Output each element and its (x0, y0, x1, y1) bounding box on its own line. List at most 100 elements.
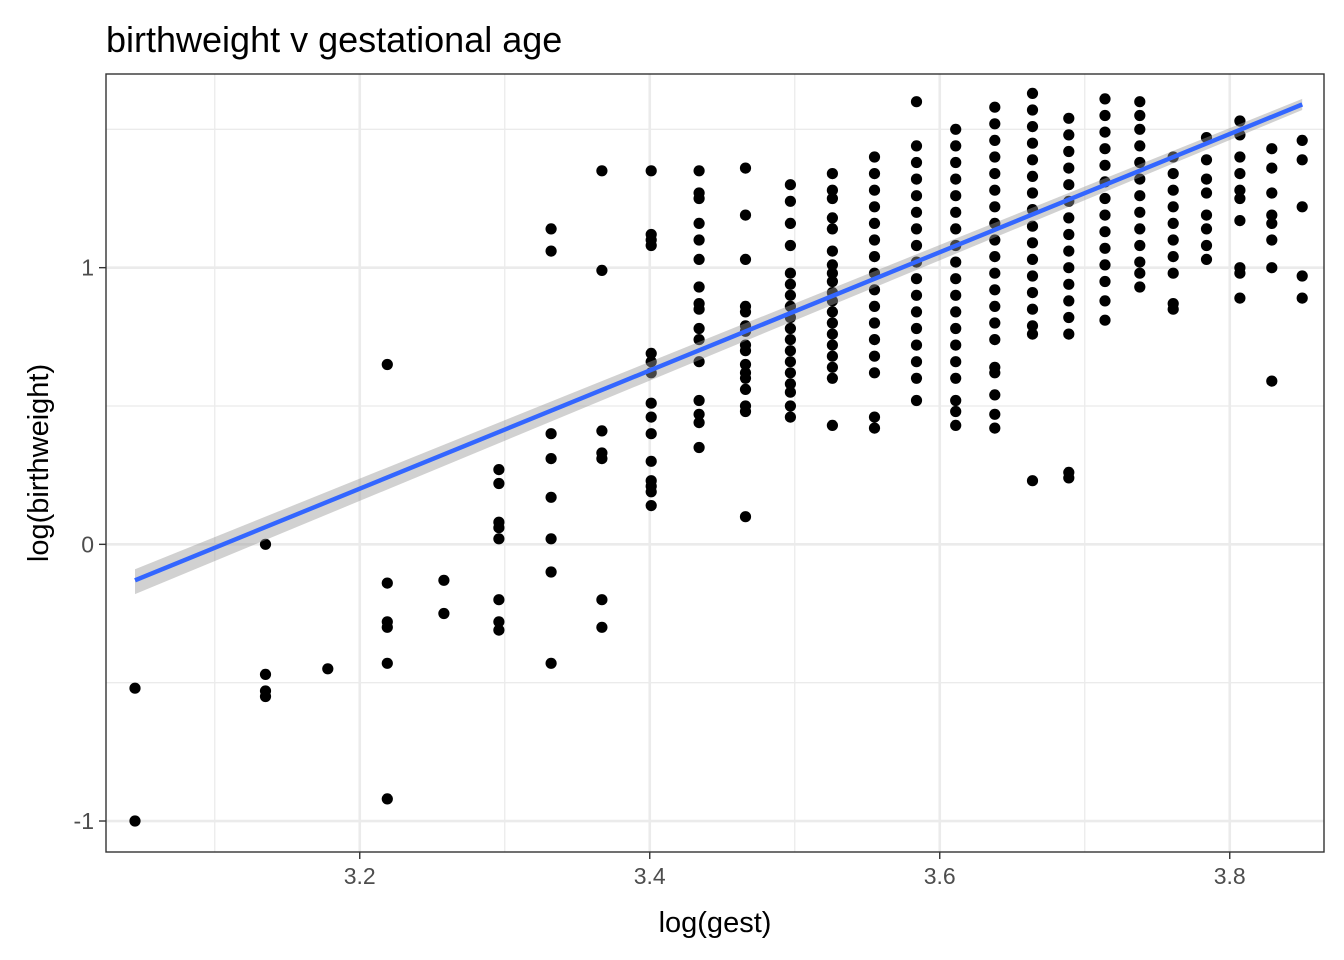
data-point (826, 372, 839, 384)
data-point (1200, 239, 1213, 252)
data-point (910, 273, 923, 285)
data-point (826, 267, 839, 279)
data-point (950, 356, 962, 368)
data-point (950, 405, 962, 418)
data-point (784, 195, 797, 207)
data-point (784, 378, 797, 390)
data-point (989, 251, 1001, 263)
data-point (1026, 320, 1039, 332)
data-point (693, 165, 705, 177)
x-tick-label: 3.8 (1214, 863, 1246, 889)
data-point (989, 267, 1001, 279)
data-point (596, 165, 608, 177)
data-point (1167, 303, 1179, 315)
data-point (1134, 281, 1146, 293)
data-point (989, 168, 1001, 180)
data-point (1026, 475, 1039, 487)
data-point (784, 411, 797, 423)
data-point (910, 394, 923, 407)
data-point (868, 411, 881, 423)
data-point (826, 212, 839, 224)
data-point (645, 347, 657, 359)
data-point (545, 491, 557, 503)
data-point (910, 339, 923, 351)
data-point (950, 339, 962, 351)
data-point (1063, 129, 1075, 141)
data-point (645, 234, 657, 246)
data-point (868, 350, 881, 362)
x-tick-label: 3.2 (344, 863, 376, 889)
data-point (784, 278, 797, 290)
data-point (784, 267, 797, 279)
data-point (1200, 253, 1213, 265)
data-point (950, 322, 962, 335)
data-point (1063, 262, 1075, 274)
data-point (545, 533, 557, 545)
data-point (645, 455, 657, 467)
data-point (1063, 228, 1075, 241)
data-point (693, 281, 705, 293)
panel-border (105, 73, 1325, 853)
data-point (826, 275, 839, 288)
data-point (381, 358, 393, 371)
data-point (826, 419, 839, 431)
data-point (910, 289, 923, 301)
data-point (868, 317, 881, 329)
data-point (1266, 262, 1278, 274)
data-point (1134, 267, 1146, 279)
data-point (1063, 179, 1075, 191)
data-point (493, 533, 505, 545)
data-point (1063, 328, 1075, 340)
data-point (1296, 270, 1308, 282)
data-point (259, 690, 272, 703)
data-point (1200, 187, 1213, 199)
data-point (645, 165, 657, 177)
regression-fit (134, 98, 1304, 595)
data-point (1167, 251, 1179, 263)
data-point (1200, 154, 1213, 166)
data-point (1266, 162, 1278, 174)
data-point (826, 306, 839, 318)
data-point (322, 663, 334, 675)
data-point (910, 356, 923, 368)
data-point (989, 389, 1001, 401)
data-point (784, 322, 797, 335)
data-point (1063, 295, 1075, 307)
data-point (1266, 143, 1278, 155)
data-point (910, 306, 923, 318)
data-point (381, 793, 393, 805)
data-point (1296, 292, 1308, 304)
data-point (739, 345, 752, 357)
x-tick-label: 3.6 (924, 863, 956, 889)
data-point (989, 101, 1001, 113)
data-point (1234, 192, 1246, 205)
data-point (645, 397, 657, 409)
data-point (1026, 137, 1039, 149)
data-point (1200, 209, 1213, 221)
data-point (438, 607, 450, 620)
data-point (989, 118, 1001, 130)
data-point (1167, 217, 1179, 229)
data-point (596, 594, 608, 606)
data-point (950, 306, 962, 318)
data-point (1099, 126, 1111, 138)
data-point (784, 356, 797, 368)
data-point (826, 184, 839, 196)
data-point (868, 367, 881, 379)
data-point (989, 317, 1001, 329)
data-point (596, 453, 608, 465)
data-point (1234, 267, 1246, 279)
data-point (868, 184, 881, 196)
data-point (129, 815, 141, 827)
data-point (1099, 242, 1111, 254)
data-point (1234, 292, 1246, 304)
data-point (545, 566, 557, 578)
data-point (493, 594, 505, 606)
data-point (645, 411, 657, 423)
data-point (784, 239, 797, 252)
data-point (1134, 173, 1146, 185)
data-point (950, 190, 962, 202)
data-point (868, 284, 881, 296)
data-point (1063, 162, 1075, 174)
